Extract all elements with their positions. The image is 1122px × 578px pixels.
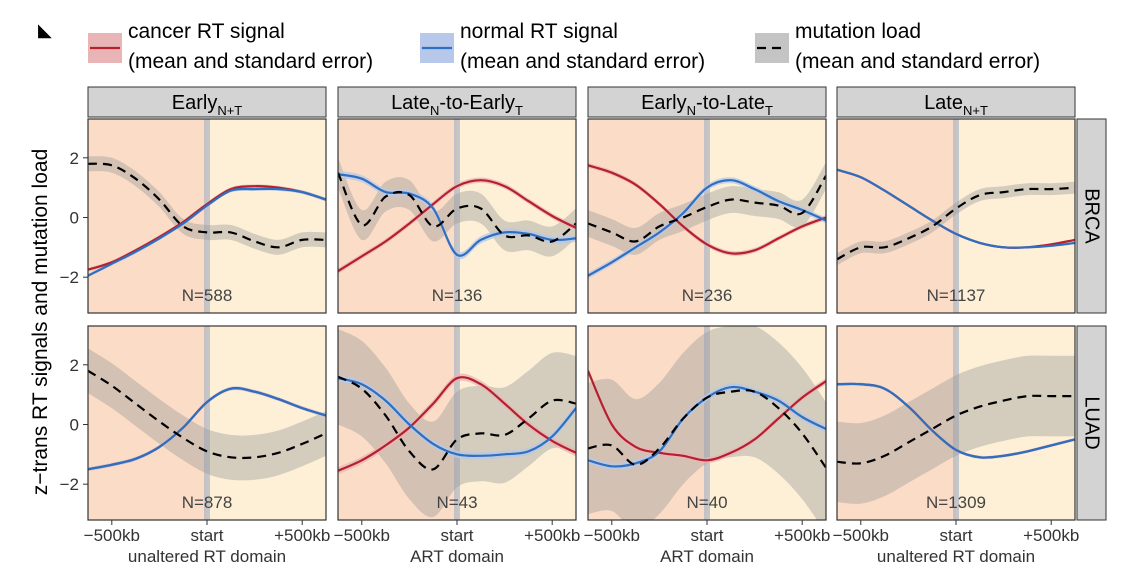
legend-label-line2: (mean and standard error)	[128, 50, 373, 73]
panel-n-label: N=136	[432, 286, 483, 305]
normal-rt-line	[338, 377, 576, 457]
panel-border	[337, 118, 577, 314]
row-strip-label: LUAD	[1081, 396, 1103, 449]
mutation-se-band	[588, 326, 826, 520]
legend-label-line1: normal RT signal	[460, 20, 618, 43]
legend-label-line2: (mean and standard error)	[460, 50, 705, 73]
panel-n-label: N=588	[182, 286, 233, 305]
legend-label-line2: (mean and standard error)	[795, 50, 1040, 73]
panel-n-label: N=878	[182, 493, 233, 512]
normal-rt-line	[88, 187, 326, 277]
legend-label-line1: cancer RT signal	[128, 20, 285, 43]
mutation-load-line	[588, 175, 826, 243]
mutation-load-line	[837, 186, 1075, 261]
cancer-rt-line	[588, 164, 826, 255]
panel-border	[87, 118, 327, 314]
row-strip: LUAD	[1076, 325, 1107, 521]
row-strips: BRCA LUAD	[1076, 118, 1107, 521]
column-strip: LateN+T	[836, 86, 1076, 118]
mutation-se-band	[88, 156, 326, 255]
column-strip: EarlyN+T	[87, 86, 327, 118]
x-tick-label: start	[690, 526, 723, 545]
chart-panel: N=878	[87, 325, 327, 521]
cancer-se-band	[588, 367, 826, 464]
y-axis-title: z−trans RT signals and mutation load	[29, 149, 52, 496]
panel-tag: ◣	[38, 20, 52, 40]
chart-panel: N=136	[337, 118, 577, 314]
x-tick-label: −500kb	[833, 526, 889, 545]
normal-rt-line	[338, 173, 576, 257]
column-strip: LateN-to-EarlyT	[337, 86, 577, 118]
cancer-rt-line	[588, 370, 826, 462]
chart-panel: N=40	[587, 325, 827, 521]
mutation-se-band	[837, 355, 1075, 504]
column-strip-label: EarlyN+T	[172, 92, 243, 118]
y-tick-label: 2	[70, 149, 79, 168]
x-axis-ticks: −500kb start +500kb unaltered RT domain −500…	[84, 520, 1079, 566]
x-tick-label: +500kb	[1023, 526, 1079, 545]
panel-border	[836, 118, 1076, 314]
column-strips: EarlyN+T LateN-to-EarlyT EarlyN-to-LateT La…	[87, 86, 1076, 118]
y-tick-label: −2	[60, 268, 79, 287]
cancer-rt-line	[338, 376, 576, 472]
normal-rt-line	[837, 168, 1075, 249]
mutation-load-line	[88, 162, 326, 249]
y-tick-label: 2	[70, 356, 79, 375]
chart-panel: N=1309	[836, 325, 1076, 521]
mutation-load-line	[837, 394, 1075, 465]
chart-panel: N=1137	[836, 118, 1076, 314]
mutation-se-band	[588, 162, 826, 255]
legend-item: mutation load (mean and standard error)	[755, 20, 1040, 73]
panels: N=588 N=136 N=236 N=1137 N=878 N=43 N=40 N=1309	[87, 118, 1076, 521]
x-tick-label: −500kb	[334, 526, 390, 545]
panel-n-label: N=1309	[926, 493, 986, 512]
column-strip-label: LateN-to-EarlyT	[391, 92, 523, 118]
legend: cancer RT signal (mean and standard error…	[88, 20, 1040, 73]
x-tick-label: start	[190, 526, 223, 545]
panel-border	[587, 118, 827, 314]
panel-n-label: N=1137	[927, 286, 986, 305]
row-strip-label: BRCA	[1081, 188, 1103, 244]
column-x-label: unaltered RT domain	[128, 547, 286, 566]
normal-rt-line	[588, 179, 826, 277]
x-tick-label: start	[440, 526, 473, 545]
x-tick-label: +500kb	[274, 526, 330, 545]
x-tick-label: −500kb	[584, 526, 640, 545]
x-tick-label: +500kb	[774, 526, 830, 545]
legend-label-line1: mutation load	[795, 20, 921, 43]
column-x-label: unaltered RT domain	[877, 547, 1035, 566]
x-tick-label: start	[939, 526, 972, 545]
mutation-load-line	[88, 369, 326, 460]
legend-item: normal RT signal (mean and standard error…	[420, 20, 705, 73]
panel-n-label: N=40	[686, 493, 727, 512]
column-x-label: ART domain	[410, 547, 504, 566]
x-tick-label: −500kb	[84, 526, 140, 545]
y-tick-label: 0	[70, 208, 79, 227]
mutation-se-band	[88, 348, 326, 481]
legend-item: cancer RT signal (mean and standard error…	[88, 20, 373, 73]
x-tick-label: +500kb	[524, 526, 580, 545]
panel-n-label: N=43	[436, 493, 477, 512]
column-strip: EarlyN-to-LateT	[587, 86, 827, 118]
chart-panel: N=43	[337, 325, 577, 521]
y-tick-label: 0	[70, 415, 79, 434]
column-strip-label: LateN+T	[924, 92, 988, 118]
normal-rt-line	[88, 387, 326, 471]
normal-rt-line	[837, 382, 1075, 459]
chart-panel: N=588	[87, 118, 327, 314]
cancer-rt-line	[338, 179, 576, 273]
panel-n-label: N=236	[682, 286, 733, 305]
y-tick-label: −2	[60, 475, 79, 494]
mutation-load-line	[338, 375, 576, 471]
chart-panel: N=236	[587, 118, 827, 314]
y-axis-ticks: 2 0 −2 2 0 −2	[60, 149, 88, 494]
normal-se-band	[588, 383, 826, 471]
column-x-label: ART domain	[660, 547, 754, 566]
mutation-load-line	[588, 389, 826, 469]
row-strip: BRCA	[1076, 118, 1107, 314]
column-strip-label: EarlyN-to-LateT	[641, 92, 773, 118]
mutation-se-band	[338, 329, 576, 518]
